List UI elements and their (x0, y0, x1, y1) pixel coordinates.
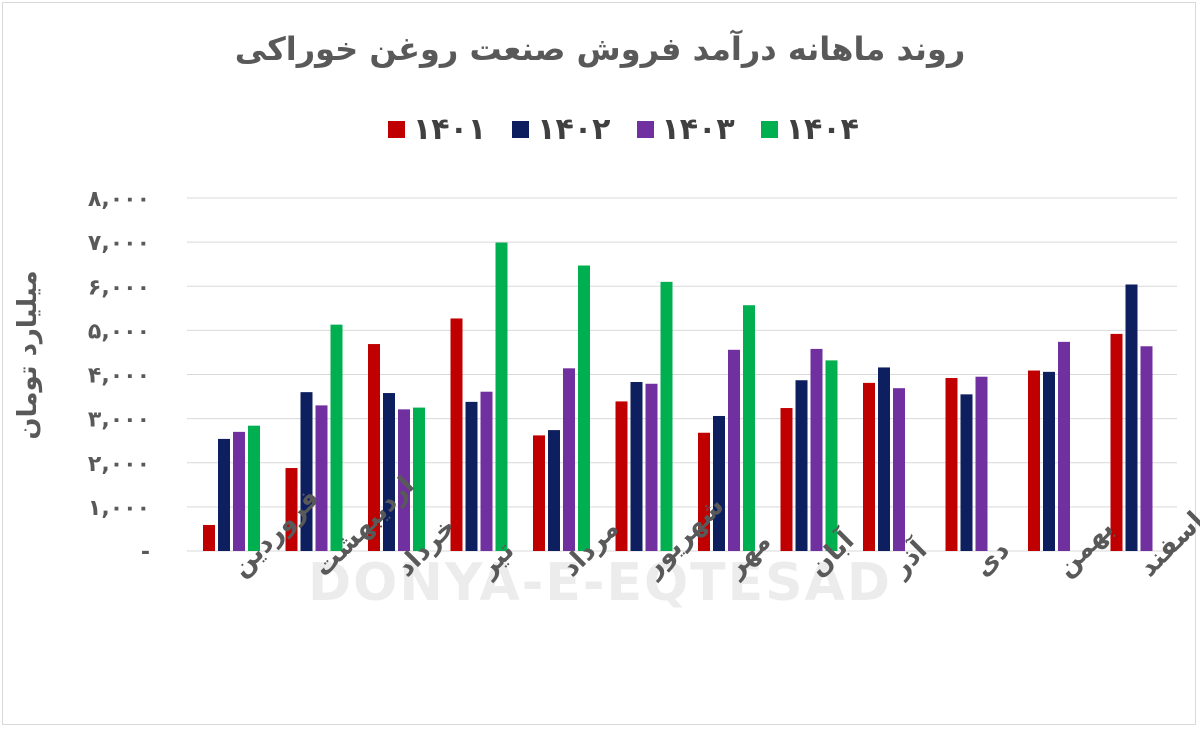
legend-item: ۱۴۰۱ (388, 112, 486, 147)
bar (465, 401, 478, 551)
bar (578, 265, 590, 551)
y-tick-label: ۳,۰۰۰ (88, 408, 150, 433)
y-tick-label: ۴,۰۰۰ (88, 364, 150, 389)
bar (233, 431, 245, 551)
x-tick-label: دی (968, 535, 1015, 582)
legend-label: ۱۴۰۳ (661, 111, 735, 147)
bar (383, 393, 395, 551)
legend-swatch (388, 120, 405, 138)
watermark: DONYA-E-EQTESAD (308, 553, 892, 613)
legend-item: ۱۴۰۴ (760, 111, 859, 147)
bar (548, 430, 560, 551)
bar (1043, 371, 1055, 551)
y-tick-label: ۲,۰۰۰ (88, 452, 150, 477)
bars (203, 242, 1153, 551)
legend-label: ۱۴۰۱ (413, 111, 487, 147)
legend-label: ۱۴۰۲ (537, 111, 611, 147)
bar (413, 407, 425, 551)
bar (368, 344, 380, 551)
bar (630, 382, 643, 551)
bar (615, 401, 628, 551)
legend: ۱۴۰۱ ۱۴۰۲ ۱۴۰۳ ۱۴۰۴ (388, 111, 859, 147)
bar (330, 324, 343, 551)
bar (825, 360, 838, 551)
bar (203, 524, 215, 551)
bar (1058, 341, 1070, 551)
bar (495, 242, 508, 551)
bar (795, 380, 808, 551)
gridlines (187, 197, 1177, 552)
bar (285, 468, 298, 551)
bar (480, 391, 493, 551)
bar (398, 409, 410, 551)
bar (1140, 346, 1153, 551)
bar (863, 382, 875, 551)
y-tick-label: ۵,۰۰۰ (88, 319, 150, 344)
y-tick-label: ۷,۰۰۰ (88, 231, 150, 256)
bar (1125, 284, 1138, 551)
bar (960, 394, 973, 551)
y-tick-label: - (141, 540, 150, 565)
y-tick-label: ۸,۰۰۰ (88, 187, 150, 212)
bar (780, 408, 793, 551)
legend-swatch (636, 120, 654, 138)
legend-item: ۱۴۰۲ (512, 111, 611, 147)
bar (743, 305, 755, 551)
bar (945, 378, 958, 551)
bar (698, 432, 710, 551)
bar (563, 368, 575, 551)
legend-swatch (760, 120, 778, 138)
y-tick-label: ۶,۰۰۰ (88, 275, 150, 300)
bar (878, 367, 890, 551)
y-tick-labels: - ۱,۰۰۰ ۲,۰۰۰ ۳,۰۰۰ ۴,۰۰۰ ۵,۰۰۰ ۶,۰۰۰ ۷,۰۰۰ ۸,۰۰… (88, 187, 150, 565)
bar (218, 438, 230, 551)
bar (315, 405, 328, 551)
legend-item: ۱۴۰۳ (636, 111, 735, 147)
bar (975, 376, 988, 551)
y-tick-label: ۱,۰۰۰ (88, 496, 150, 521)
bar (728, 349, 740, 551)
legend-swatch (512, 120, 530, 138)
bar (300, 392, 313, 551)
legend-label: ۱۴۰۴ (785, 111, 859, 147)
bar (713, 415, 725, 551)
bar (893, 388, 905, 551)
bar (1110, 333, 1123, 551)
bar (450, 318, 463, 551)
bar (660, 281, 673, 551)
bar (810, 348, 823, 551)
bar (248, 425, 260, 551)
bar (1028, 370, 1040, 551)
bar (533, 435, 545, 551)
bar (645, 383, 658, 551)
chart-title: روند ماهانه درآمد فروش صنعت روغن خوراکی (234, 30, 966, 68)
